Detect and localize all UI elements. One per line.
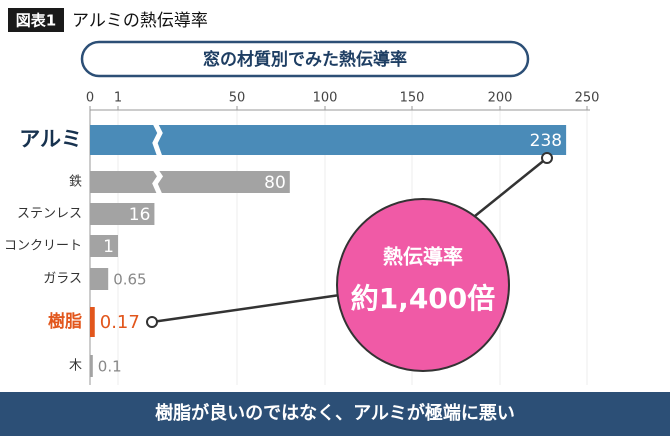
bar xyxy=(90,203,155,225)
x-tick-label: 200 xyxy=(488,91,513,106)
bar xyxy=(90,268,109,290)
category-label: 樹脂 xyxy=(48,311,82,332)
callout-line xyxy=(151,293,341,324)
callout-dot xyxy=(541,152,553,164)
callout-text: 熱伝導率 xyxy=(383,245,463,269)
category-label: ステンレス xyxy=(17,207,82,222)
x-tick-label: 1 xyxy=(114,91,122,106)
callout-dot xyxy=(146,316,158,328)
bar xyxy=(90,125,567,155)
x-tick-label: 0 xyxy=(86,91,94,106)
value-label: 80 xyxy=(264,173,286,193)
x-tick-label: 50 xyxy=(229,91,246,106)
callout-circle xyxy=(336,198,510,372)
bar xyxy=(90,171,290,193)
value-label: 1 xyxy=(103,237,114,257)
subtitle: 窓の材質別でみた熱伝導率 xyxy=(203,49,407,70)
footer-band xyxy=(0,392,670,436)
bar xyxy=(90,235,118,257)
value-label: 0.1 xyxy=(98,358,122,376)
callout-line xyxy=(469,157,548,221)
category-label: ガラス xyxy=(43,272,82,287)
axis-break xyxy=(152,167,164,197)
bar xyxy=(90,355,93,377)
category-label: 鉄 xyxy=(69,175,82,190)
axis-break xyxy=(152,121,163,158)
x-tick-label: 250 xyxy=(575,91,600,106)
value-label: 0.17 xyxy=(100,312,140,333)
figure-label: 図表1 xyxy=(16,12,56,30)
x-tick-label: 150 xyxy=(400,91,425,106)
label-box xyxy=(8,8,64,32)
value-label: 0.65 xyxy=(113,271,146,289)
footer: 樹脂が良いのではなく、アルミが極端に悪い xyxy=(155,402,515,424)
category-label: コンクリート xyxy=(4,239,82,254)
x-tick-label: 100 xyxy=(313,91,338,106)
callout-text: 約1,400倍 xyxy=(351,282,496,315)
value-label: 238 xyxy=(530,131,562,151)
bar xyxy=(90,307,95,337)
value-label: 16 xyxy=(129,205,151,225)
chart-title: アルミの熱伝導率 xyxy=(72,11,208,31)
subtitle-pill xyxy=(80,40,530,78)
category-label: アルミ xyxy=(19,127,82,151)
category-label: 木 xyxy=(69,359,82,374)
